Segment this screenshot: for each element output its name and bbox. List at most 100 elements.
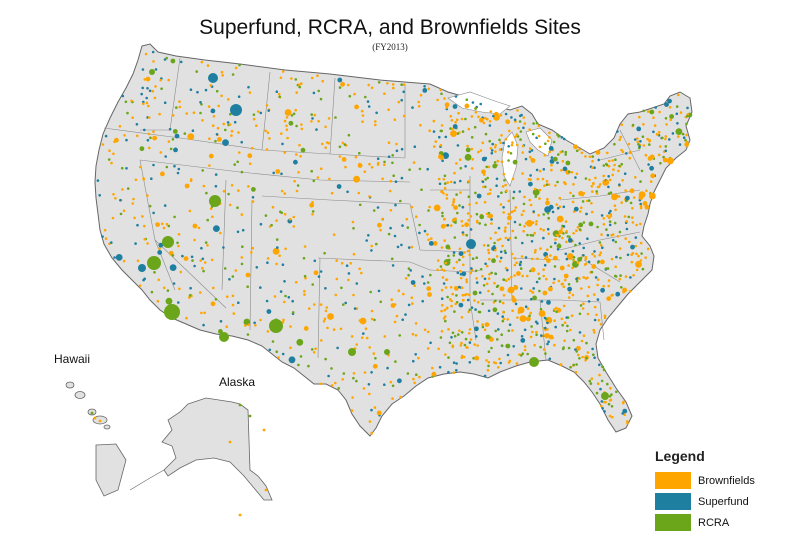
site-marker bbox=[634, 244, 637, 248]
site-marker bbox=[313, 270, 319, 276]
site-marker bbox=[635, 252, 638, 256]
site-marker bbox=[310, 348, 314, 351]
site-marker bbox=[604, 267, 608, 270]
site-marker bbox=[118, 125, 122, 128]
site-marker bbox=[490, 149, 494, 152]
site-marker bbox=[148, 146, 151, 150]
site-marker bbox=[444, 286, 448, 289]
site-marker bbox=[543, 316, 547, 320]
site-marker bbox=[285, 116, 289, 119]
site-marker bbox=[389, 209, 393, 212]
site-marker bbox=[487, 360, 491, 364]
site-marker bbox=[613, 142, 616, 146]
site-marker bbox=[141, 86, 144, 90]
site-marker bbox=[560, 227, 564, 230]
site-marker bbox=[151, 50, 155, 54]
site-marker bbox=[530, 325, 533, 328]
site-marker bbox=[451, 331, 455, 335]
site-marker bbox=[383, 383, 386, 387]
site-marker bbox=[335, 277, 339, 281]
site-marker bbox=[204, 241, 208, 244]
site-marker bbox=[368, 420, 372, 423]
site-marker bbox=[365, 336, 369, 340]
site-marker bbox=[363, 170, 367, 173]
site-marker bbox=[217, 137, 222, 142]
site-marker bbox=[549, 245, 553, 249]
lake-superior bbox=[447, 91, 511, 115]
site-marker bbox=[297, 363, 300, 367]
site-marker bbox=[483, 328, 487, 332]
site-marker bbox=[375, 242, 378, 246]
site-marker bbox=[453, 236, 457, 239]
site-marker bbox=[246, 285, 249, 289]
site-marker bbox=[657, 153, 661, 157]
site-marker bbox=[528, 314, 531, 318]
site-marker bbox=[379, 300, 383, 304]
site-marker bbox=[460, 219, 464, 223]
site-marker bbox=[151, 89, 155, 93]
site-marker bbox=[206, 218, 209, 222]
site-marker bbox=[546, 197, 549, 201]
site-marker-large bbox=[466, 239, 476, 249]
site-marker bbox=[192, 223, 198, 229]
site-marker bbox=[553, 319, 556, 323]
site-marker bbox=[437, 259, 440, 262]
site-marker bbox=[511, 141, 514, 144]
site-marker bbox=[460, 316, 464, 319]
site-marker bbox=[634, 236, 638, 239]
site-marker bbox=[511, 298, 517, 303]
site-marker bbox=[348, 94, 352, 98]
site-marker bbox=[471, 101, 475, 104]
site-marker bbox=[567, 296, 571, 299]
site-marker bbox=[506, 318, 510, 321]
site-marker bbox=[152, 60, 155, 63]
site-marker bbox=[323, 317, 327, 321]
site-marker bbox=[488, 257, 491, 261]
site-marker bbox=[618, 247, 622, 250]
site-marker bbox=[247, 85, 250, 89]
site-marker bbox=[596, 278, 600, 281]
site-marker bbox=[504, 226, 507, 229]
site-marker bbox=[497, 366, 500, 369]
site-marker bbox=[637, 254, 640, 258]
site-marker bbox=[493, 241, 496, 245]
site-marker bbox=[623, 215, 627, 218]
site-marker bbox=[459, 191, 462, 194]
site-marker bbox=[410, 245, 414, 249]
site-marker bbox=[507, 329, 511, 333]
site-marker bbox=[463, 251, 466, 254]
site-marker bbox=[150, 177, 153, 180]
site-marker bbox=[591, 347, 594, 351]
site-marker bbox=[475, 281, 479, 284]
site-marker bbox=[212, 286, 215, 290]
site-marker bbox=[532, 210, 535, 213]
site-marker bbox=[667, 157, 674, 165]
site-marker bbox=[443, 315, 447, 318]
site-marker bbox=[507, 150, 510, 154]
site-marker bbox=[596, 298, 600, 301]
site-marker bbox=[104, 237, 108, 240]
site-marker bbox=[387, 141, 391, 144]
site-marker bbox=[548, 286, 553, 292]
site-marker bbox=[484, 116, 487, 120]
site-marker bbox=[464, 165, 467, 168]
site-marker bbox=[502, 294, 506, 297]
site-marker bbox=[188, 296, 191, 299]
site-marker bbox=[486, 117, 489, 121]
site-marker bbox=[167, 224, 171, 228]
site-marker bbox=[521, 151, 524, 154]
site-marker bbox=[446, 181, 450, 184]
site-marker bbox=[664, 137, 667, 141]
site-marker bbox=[238, 151, 241, 154]
site-marker bbox=[612, 168, 615, 171]
site-marker bbox=[295, 189, 299, 193]
site-marker bbox=[614, 208, 617, 212]
site-marker bbox=[142, 102, 145, 106]
site-marker bbox=[618, 183, 621, 186]
site-marker bbox=[152, 130, 155, 133]
site-marker bbox=[376, 157, 380, 160]
site-marker bbox=[459, 269, 462, 273]
site-marker bbox=[618, 164, 621, 168]
site-marker bbox=[621, 179, 624, 182]
site-marker bbox=[523, 122, 527, 125]
